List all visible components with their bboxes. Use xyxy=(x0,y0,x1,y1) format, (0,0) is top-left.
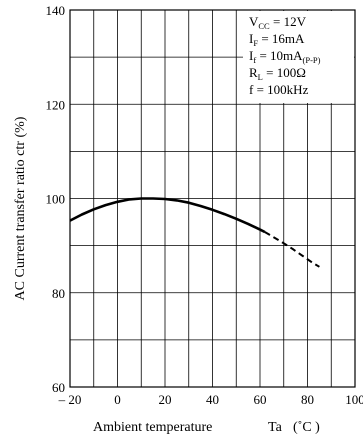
y-tick-label: 140 xyxy=(46,3,66,18)
y-tick-label: 100 xyxy=(46,192,66,207)
condition-line: f = 100kHz xyxy=(249,82,309,97)
x-axis-label: Ambient temperature xyxy=(93,420,212,435)
x-tick-label: 20 xyxy=(159,392,172,407)
x-tick-label: 80 xyxy=(301,392,314,407)
plot-frame xyxy=(69,9,356,388)
x-tick-label: 0 xyxy=(114,392,121,407)
condition-line: IF = 16mA xyxy=(249,31,305,48)
x-tick-label: 60 xyxy=(254,392,267,407)
condition-line: If = 10mA(P-P) xyxy=(249,48,321,65)
x-tick-label: – 20 xyxy=(58,392,82,407)
y-tick-label: 120 xyxy=(46,97,66,112)
x-tick-label: 40 xyxy=(206,392,219,407)
y-tick-label: 80 xyxy=(52,286,65,301)
series-layer xyxy=(69,197,320,268)
condition-line: RL = 100Ω xyxy=(249,65,306,82)
x-tick-labels: – 20 0 20 40 60 80 100 xyxy=(58,392,363,407)
y-tick-labels: 60 80 100 120 140 xyxy=(46,3,66,395)
series-line-dashed xyxy=(264,231,320,268)
y-axis-label: AC Current transfer ratio ctr (%) xyxy=(13,116,28,300)
x-axis-symbol: Ta xyxy=(268,420,283,435)
x-tick-label: 100 xyxy=(345,392,363,407)
x-axis-unit: (˚C ) xyxy=(293,420,320,435)
conditions-background xyxy=(243,11,354,103)
y-tick-label: 60 xyxy=(52,380,65,395)
series-line-solid xyxy=(69,197,266,234)
condition-line: VCC = 12V xyxy=(249,14,307,31)
